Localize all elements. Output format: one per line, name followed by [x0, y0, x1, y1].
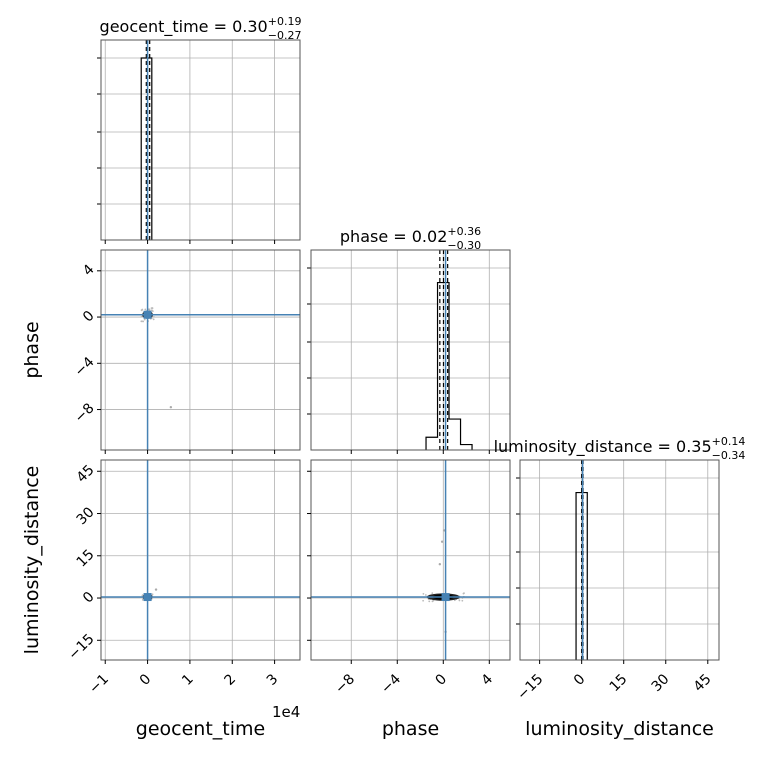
sample-point [152, 318, 155, 321]
diag-frame-geocent_time [100, 39, 301, 241]
diag-grid-luminosity_distance [539, 460, 709, 660]
y-tick-label: 0 [80, 308, 98, 326]
sample-point [144, 308, 147, 311]
x-tick-label: 30 [649, 671, 673, 695]
sample-point [453, 599, 456, 602]
sample-point [140, 320, 143, 323]
scatter-frame [310, 459, 511, 661]
sample-point [141, 308, 144, 311]
diag-grid-phase [350, 250, 490, 450]
title-phase: phase = 0.02+0.36 [340, 225, 481, 246]
sample-point [169, 406, 173, 409]
scatter-grid [101, 250, 300, 450]
x-tick-label: 2 [221, 671, 239, 689]
x-tick-label: −15 [514, 671, 546, 703]
sample-point [431, 592, 434, 595]
y-tick-label: 45 [74, 462, 98, 486]
scatter-grid [101, 460, 300, 660]
sample-point [422, 593, 425, 595]
sample-point [463, 592, 465, 595]
scatter-frame [100, 459, 301, 661]
sample-point [153, 316, 155, 318]
sample-point [461, 599, 464, 602]
x-tick-label: 15 [607, 671, 631, 695]
y-tick-label: −4 [72, 354, 98, 380]
y-axis-label-phase: phase [21, 321, 43, 378]
y-axis-label-luminosity_distance: luminosity_distance [21, 466, 43, 655]
y-tick-label: 0 [80, 589, 98, 607]
sample-point [142, 320, 145, 323]
title-luminosity_distance: luminosity_distance = 0.35+0.14 [494, 435, 746, 457]
sample-point [151, 310, 154, 313]
sample-point [151, 593, 154, 596]
x-tick-label: 3 [264, 671, 282, 689]
sample-point [422, 599, 425, 602]
sample-point [440, 540, 444, 543]
x-tick-label: 0 [137, 671, 155, 689]
sample-point [141, 598, 144, 601]
x-axis-label-geocent_time: geocent_time [136, 718, 265, 740]
sample-point [432, 599, 435, 602]
y-tick-label: −8 [72, 400, 98, 426]
x-axis-label-phase: phase [382, 718, 439, 740]
y-tick-label: 30 [74, 504, 98, 528]
y-tick-label: 15 [74, 547, 98, 571]
sample-point [151, 307, 154, 309]
truth-marker [143, 310, 152, 319]
title-minus-luminosity_distance: −0.34 [712, 449, 746, 462]
x-tick-label: 45 [691, 671, 715, 695]
x-tick-label: −8 [332, 671, 358, 697]
scatter-frame [100, 249, 301, 451]
truth-marker [143, 593, 152, 602]
scatter-grid [311, 460, 510, 660]
x-tick-label: 0 [571, 671, 589, 689]
title-minus-geocent_time: −0.27 [268, 29, 302, 42]
y-tick-label: −15 [65, 631, 97, 663]
sample-point [458, 599, 461, 602]
sample-point [154, 588, 158, 591]
y-tick-label: 4 [80, 262, 98, 280]
diag-frame-phase [310, 249, 511, 451]
sample-point [424, 594, 427, 596]
diag-frame-luminosity_distance [519, 459, 720, 661]
title-geocent_time: geocent_time = 0.30+0.19 [100, 15, 302, 37]
histogram-luminosity_distance [575, 491, 588, 660]
x-tick-label: 1 [179, 671, 197, 689]
sample-point [438, 563, 442, 566]
truth-marker [441, 593, 450, 602]
sample-point [143, 318, 146, 321]
x-tick-label: −1 [86, 671, 112, 697]
histogram-phase [425, 281, 473, 450]
x-tick-label: −4 [378, 671, 404, 697]
x-axis-label-luminosity_distance: luminosity_distance [525, 718, 714, 740]
sample-point [428, 600, 431, 603]
x-tick-label: 4 [479, 671, 497, 689]
diag-grid-geocent_time [104, 40, 275, 240]
x-tick-label: 0 [432, 671, 450, 689]
title-minus-phase: −0.30 [447, 239, 481, 252]
x-offset-text: 1e4 [272, 703, 300, 721]
